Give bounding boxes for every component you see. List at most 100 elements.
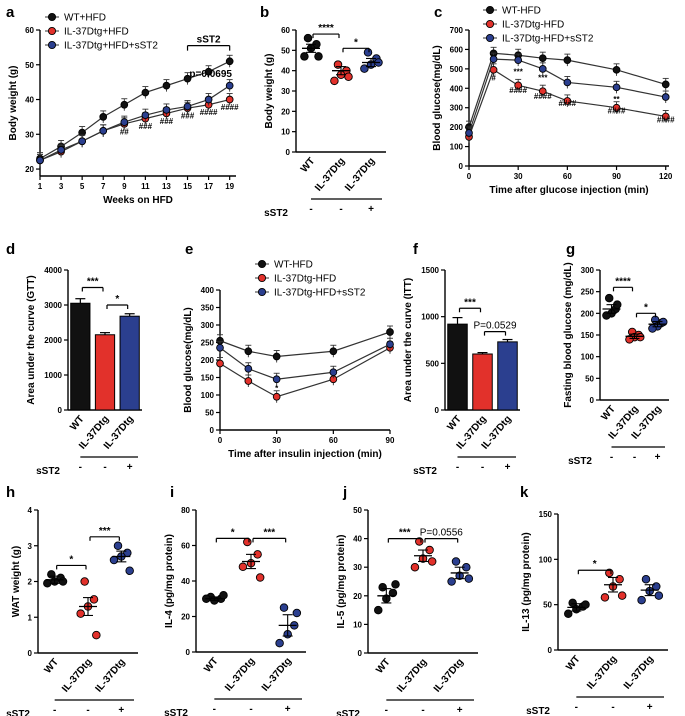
sst2-sign: - [79,462,82,473]
data-point [329,347,338,356]
sst2-sign: - [421,705,424,716]
sst2-sign: - [610,452,613,463]
legend-label: IL-37Dtg-HFD+sST2 [502,34,594,45]
bar [472,353,493,411]
data-point [360,64,369,73]
data-point [314,52,323,61]
x-tick-label: 90 [386,436,395,445]
legend-label: IL-37Dtg+HFD+sST2 [64,41,158,52]
sst2-sign: - [385,705,388,716]
category-label: IL-37Dtg [343,156,377,194]
data-point [36,156,44,165]
series-line [219,347,391,398]
x-tick-label: 90 [612,172,621,181]
data-point [162,81,171,90]
sst2-sign: + [127,462,133,473]
y-axis-label: WAT weight (g) [11,546,22,617]
y-tick-label: 0 [210,426,215,435]
y-tick-label: 30 [25,130,34,139]
y-tick-label: 100 [539,555,553,564]
data-point [255,573,265,582]
sst2-label: sST2 [568,456,592,467]
significance-text: P=0.0529 [473,321,517,332]
data-point [564,609,573,618]
y-tick-label: 60 [281,26,290,35]
annotation-text: *** [514,68,524,77]
y-tick-label: 50 [205,409,214,418]
significance-text: * [231,527,235,538]
annotation-text: ### [160,117,174,126]
data-point [386,328,394,336]
y-tick-label: 0 [186,648,191,657]
y-tick-label: 1000 [44,371,62,380]
y-tick-label: 30 [353,563,362,572]
y-tick-label: 3 [28,542,33,551]
data-point [257,273,267,283]
y-tick-label: 2000 [44,336,62,345]
data-point [600,593,610,602]
legend-label: WT-HFD [502,6,541,17]
data-point [563,56,572,64]
data-point [427,557,437,566]
data-point [216,359,224,368]
x-tick-label: 60 [329,436,338,445]
legend-label: WT+HFD [64,13,106,24]
data-point [272,352,281,361]
data-point [344,72,353,82]
legend-label: IL-37Dtg-HFD [502,20,564,31]
x-tick-label: 120 [659,172,673,181]
sst2-sign: + [457,705,463,716]
data-point [388,588,398,598]
sst2-label: sST2 [526,706,550,716]
bar [94,334,116,411]
y-tick-label: 150 [201,374,215,383]
legend-label: IL-37Dtg-HFD [274,274,336,285]
data-point [410,562,420,572]
data-point [604,293,614,303]
data-point [125,566,134,576]
y-tick-label: 50 [585,374,594,383]
x-tick-label: 19 [225,182,234,191]
category-label: WT [299,156,317,175]
series-line [39,60,230,160]
significance-text: *** [87,277,99,288]
data-point [275,638,284,648]
annotation-text: ### [181,112,195,121]
annotation-text: sST2 [197,35,221,46]
y-tick-label: 60 [25,26,34,35]
category-label: WT [564,654,582,673]
significance-text: *** [99,526,111,537]
data-point [225,81,234,90]
data-point [363,48,373,57]
panel-label: j [342,484,347,501]
y-tick-label: 150 [539,510,553,519]
data-point [330,76,339,86]
data-point [78,137,87,146]
y-axis-label: Area under the curve (ITT) [403,278,414,402]
data-point [538,65,547,73]
data-point [204,95,213,104]
data-point [58,577,68,586]
category-label: IL-37Dtg [395,657,429,695]
data-point [80,577,89,586]
significance-text: * [115,294,119,305]
sst2-sign: - [339,204,342,215]
y-tick-label: 50 [25,61,34,70]
sst2-sign: - [611,702,614,713]
category-label: IL-37Dtg [260,656,294,694]
y-tick-label: 0 [358,649,363,658]
y-tick-label: 300 [201,321,215,330]
data-point [89,595,99,604]
y-tick-label: 40 [181,577,190,586]
sst2-sign: + [647,702,653,713]
annotation-text: #### [534,92,552,101]
data-point [661,93,670,101]
y-tick-label: 40 [281,67,290,76]
data-point [612,103,621,112]
sst2-label: sST2 [36,466,60,477]
data-point [464,574,474,583]
data-point [374,605,383,615]
bar [119,315,140,411]
data-point [47,12,57,22]
